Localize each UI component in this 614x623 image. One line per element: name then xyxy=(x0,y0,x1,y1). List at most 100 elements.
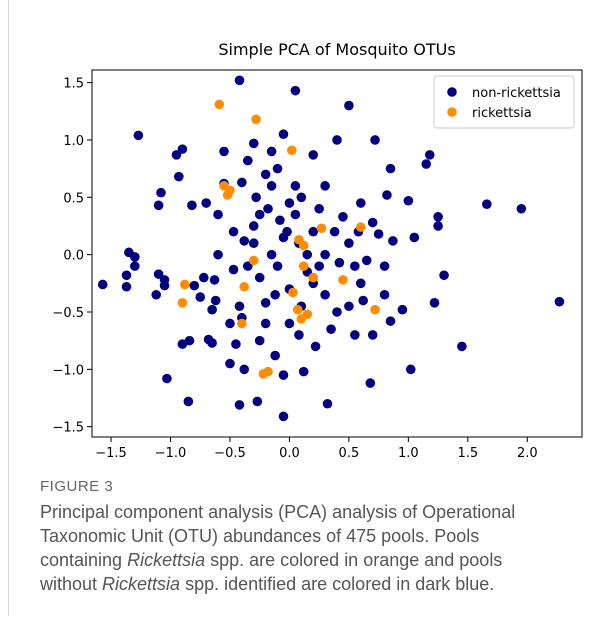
data-point xyxy=(457,341,467,352)
data-point xyxy=(433,221,443,231)
data-point xyxy=(388,236,398,246)
y-tick-label: 0.0 xyxy=(63,249,84,264)
data-point xyxy=(248,221,259,231)
data-point xyxy=(554,296,565,307)
data-point xyxy=(198,272,209,283)
data-point xyxy=(213,249,223,260)
y-tick-label: −0.5 xyxy=(52,306,84,321)
y-tick-label: −1.5 xyxy=(52,421,84,436)
data-point xyxy=(385,316,396,326)
data-point xyxy=(201,198,211,208)
data-point xyxy=(248,138,259,149)
data-point xyxy=(248,238,259,248)
caption-italic: Rickettsia xyxy=(127,550,206,570)
data-point xyxy=(254,209,265,220)
data-point xyxy=(373,229,384,239)
x-tick-label: −1.0 xyxy=(155,446,187,461)
data-point xyxy=(338,275,348,285)
data-point xyxy=(228,264,239,275)
data-point xyxy=(153,200,164,211)
data-point xyxy=(263,366,273,377)
x-tick-label: 0.5 xyxy=(339,446,360,461)
x-tick-label: 2.0 xyxy=(517,446,538,461)
data-point xyxy=(326,324,336,334)
legend: non-rickettsia rickettsia xyxy=(433,75,575,129)
data-point xyxy=(278,370,289,380)
data-point xyxy=(308,272,319,283)
data-point xyxy=(272,261,283,271)
data-point xyxy=(210,295,221,306)
caption-text: Principal component analysis (PCA) analy… xyxy=(40,502,516,570)
caption-text: spp. identified are colored in dark blue… xyxy=(180,574,495,594)
data-point xyxy=(370,304,380,315)
data-point xyxy=(298,240,309,251)
data-point xyxy=(239,281,250,292)
data-point xyxy=(334,257,345,268)
data-point xyxy=(429,298,440,308)
data-point xyxy=(338,212,348,222)
data-point xyxy=(130,261,140,271)
data-point xyxy=(298,261,309,271)
data-point xyxy=(270,289,280,300)
data-point xyxy=(263,203,273,214)
data-point xyxy=(322,398,333,409)
data-point xyxy=(284,198,295,208)
data-point xyxy=(213,209,223,220)
data-point xyxy=(382,190,392,200)
caption-italic: Rickettsia xyxy=(102,574,181,594)
data-point xyxy=(151,289,162,300)
data-point xyxy=(121,281,132,292)
data-point xyxy=(290,85,301,96)
data-point xyxy=(239,236,250,246)
data-point xyxy=(156,187,166,198)
y-tick-label: 1.0 xyxy=(63,134,84,149)
legend-marker xyxy=(447,87,457,97)
data-point xyxy=(302,249,313,260)
data-point xyxy=(355,278,366,289)
data-point xyxy=(219,146,229,157)
data-point xyxy=(237,318,247,329)
data-point xyxy=(355,198,366,208)
data-point xyxy=(228,226,239,237)
data-point xyxy=(379,261,390,271)
data-point xyxy=(302,309,313,320)
data-point xyxy=(179,279,190,290)
data-point xyxy=(278,411,289,422)
data-point xyxy=(177,144,188,154)
data-point xyxy=(195,292,206,302)
data-point xyxy=(287,145,297,156)
data-point xyxy=(254,335,265,346)
data-point xyxy=(294,330,304,340)
data-point xyxy=(189,280,200,291)
legend-marker xyxy=(447,107,457,117)
data-point xyxy=(361,255,372,266)
data-point xyxy=(367,217,378,228)
data-point xyxy=(162,373,172,384)
data-point xyxy=(153,269,164,279)
data-point xyxy=(266,181,277,191)
data-point xyxy=(183,396,194,407)
data-point xyxy=(266,249,277,260)
data-point xyxy=(320,249,330,260)
data-point xyxy=(365,378,376,388)
x-tick-label: −0.5 xyxy=(214,446,246,461)
chart: Simple PCA of Mosquito OTUs −1.5 −1.0 −0.5… xyxy=(52,40,583,461)
data-point xyxy=(316,223,327,234)
data-point xyxy=(251,114,261,125)
data-point xyxy=(344,301,354,312)
data-point xyxy=(275,215,285,226)
data-point xyxy=(355,222,366,232)
data-point xyxy=(248,255,259,266)
data-point xyxy=(237,177,247,188)
data-point xyxy=(239,364,250,375)
data-point xyxy=(130,252,140,262)
data-point xyxy=(252,396,263,407)
data-point xyxy=(329,226,340,237)
y-tick-label: 0.5 xyxy=(63,191,84,206)
figure-label: FIGURE 3 xyxy=(40,478,114,495)
data-point xyxy=(260,298,271,308)
data-point xyxy=(344,100,354,111)
x-tick-label: −1.5 xyxy=(95,446,127,461)
x-tick-label: 1.0 xyxy=(398,446,419,461)
